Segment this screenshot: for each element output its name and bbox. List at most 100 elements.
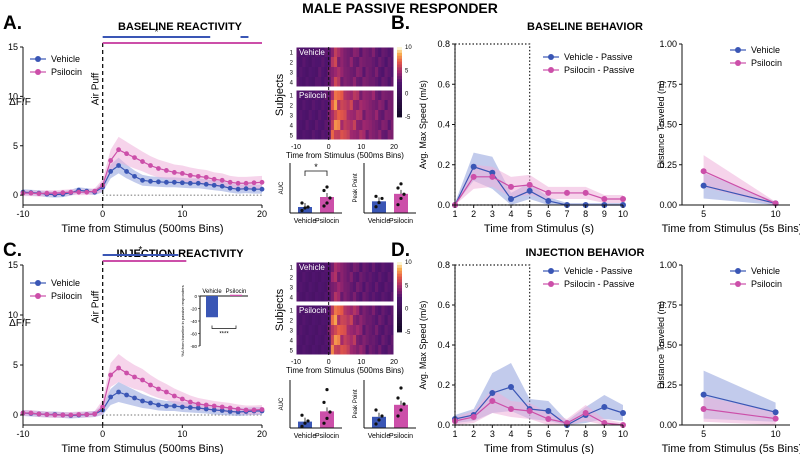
heat-cell-0-3-10 bbox=[327, 292, 332, 303]
bar-point-1-3 bbox=[322, 400, 326, 404]
colorbar-tick-label-3: -5 bbox=[405, 330, 411, 336]
heat-cell-1-1-26 bbox=[378, 100, 382, 111]
heat-cell-1-0-27 bbox=[381, 305, 385, 316]
data-point-1-14 bbox=[132, 374, 137, 380]
x-tick-label-1: 0 bbox=[100, 209, 105, 219]
legend-marker-1 bbox=[548, 281, 554, 287]
heat-cell-1-1-16 bbox=[346, 100, 351, 111]
heat-cell-1-3-2 bbox=[302, 120, 306, 131]
y-axis-label: ΔF/F bbox=[9, 318, 31, 329]
heat-cell-1-2-9 bbox=[324, 325, 329, 336]
heat-cell-0-0-27 bbox=[381, 262, 385, 273]
heat-y-axis-label: Subjects bbox=[274, 73, 286, 116]
heat-cell-1-4-12 bbox=[333, 130, 338, 141]
bar-vehicle bbox=[372, 201, 386, 213]
x-tick-label-0: 5 bbox=[701, 429, 706, 439]
data-point-1-21 bbox=[187, 399, 193, 405]
heat-cell-0-2-24 bbox=[371, 282, 376, 293]
legend-marker-1 bbox=[35, 293, 41, 299]
heat-cell-0-3-19 bbox=[356, 292, 360, 303]
heat-cell-0-0-23 bbox=[368, 47, 373, 58]
heat-cell-0-1-7 bbox=[318, 272, 322, 283]
data-point-1-9 bbox=[620, 195, 626, 202]
series-line-0 bbox=[703, 394, 776, 413]
heat-cell-1-4-6 bbox=[314, 345, 319, 356]
legend-label-1: Psilocin bbox=[51, 291, 82, 301]
heat-cell-0-2-0 bbox=[296, 282, 300, 293]
data-point-1-18 bbox=[164, 389, 169, 395]
heat-cell-1-2-22 bbox=[365, 325, 370, 336]
heat-cell-0-2-6 bbox=[314, 282, 319, 293]
heat-cell-0-3-21 bbox=[362, 292, 366, 303]
heat-cell-0-1-8 bbox=[321, 57, 325, 68]
heat-cell-0-3-6 bbox=[314, 77, 319, 88]
data-point-1-3 bbox=[508, 406, 514, 412]
y-tick-label-3: 0.6 bbox=[437, 79, 450, 89]
heat-cell-1-2-30 bbox=[390, 325, 395, 336]
data-point-0-5 bbox=[545, 408, 552, 414]
inset-category-label-1: Psilocin bbox=[226, 289, 247, 295]
heat-cell-1-2-13 bbox=[337, 110, 341, 121]
colorbar-tick-label-1: 5 bbox=[405, 283, 409, 289]
bar-point-0-1 bbox=[377, 200, 381, 205]
air-puff-label: Air Puff bbox=[91, 72, 102, 105]
heat-cell-0-0-4 bbox=[308, 262, 313, 273]
bar-point-0-3 bbox=[374, 194, 378, 198]
heat-cell-0-0-18 bbox=[352, 262, 357, 273]
data-point-1-22 bbox=[195, 401, 201, 407]
heat-cell-0-0-23 bbox=[368, 262, 373, 273]
heat-cell-0-0-29 bbox=[387, 262, 392, 273]
data-point-1-30 bbox=[259, 179, 265, 185]
heat-x-axis-label: Time from Stimulus (500ms Bins) bbox=[286, 366, 404, 375]
legend-label-0: Vehicle bbox=[51, 54, 80, 64]
heat-cell-1-0-0 bbox=[296, 90, 300, 101]
heat-cell-0-0-18 bbox=[352, 47, 357, 58]
heat-x-tick-label-1: 0 bbox=[327, 144, 331, 151]
heat-cell-0-3-18 bbox=[352, 77, 357, 88]
heat-cell-0-1-21 bbox=[362, 57, 366, 68]
heat-cell-1-1-5 bbox=[311, 315, 316, 326]
data-point-0-21 bbox=[187, 180, 193, 186]
heat-cell-0-0-0 bbox=[296, 262, 300, 273]
inset-category-label-0: Vehicle bbox=[202, 289, 222, 295]
heat-cell-0-3-4 bbox=[308, 292, 313, 303]
heat-cell-0-3-10 bbox=[327, 77, 332, 88]
y-tick-label-4: 0.8 bbox=[437, 39, 450, 49]
data-point-1-7 bbox=[582, 410, 589, 416]
heat-cell-0-2-19 bbox=[356, 67, 360, 78]
heat-cell-1-1-17 bbox=[349, 100, 354, 111]
heat-cell-1-2-6 bbox=[314, 325, 319, 336]
bar-point-1-0 bbox=[396, 203, 400, 207]
heat-cell-1-0-2 bbox=[302, 90, 306, 101]
significance-bracket bbox=[304, 170, 328, 176]
heat-cell-1-4-28 bbox=[384, 130, 389, 141]
heat-cell-1-1-9 bbox=[324, 315, 329, 326]
heat-cell-1-0-18 bbox=[352, 305, 357, 316]
data-point-1-2 bbox=[36, 191, 42, 197]
heat-cell-0-0-6 bbox=[314, 262, 319, 273]
heat-cell-0-0-24 bbox=[371, 47, 376, 58]
heat-cell-1-1-22 bbox=[365, 315, 370, 326]
heat-cell-1-1-5 bbox=[311, 100, 316, 111]
heat-cell-0-2-14 bbox=[340, 282, 344, 293]
data-point-1-7 bbox=[76, 189, 82, 195]
heat-cell-1-1-27 bbox=[381, 315, 385, 326]
bar-point-0-2 bbox=[380, 196, 384, 201]
legend-marker-0 bbox=[548, 268, 554, 274]
heat-cell-0-2-23 bbox=[368, 67, 373, 78]
heat-cell-1-4-2 bbox=[302, 345, 306, 356]
heat-cell-0-3-17 bbox=[349, 292, 354, 303]
x-tick-label-1: 2 bbox=[471, 209, 476, 219]
heat-cell-1-3-25 bbox=[375, 335, 379, 346]
x-axis-label: Time from Stimulus (500ms Bins) bbox=[61, 223, 223, 235]
heat-cell-1-1-12 bbox=[333, 100, 338, 111]
heat-row-label-1-4: 5 bbox=[290, 134, 294, 140]
heat-cell-0-2-0 bbox=[296, 67, 300, 78]
heat-cell-0-2-20 bbox=[359, 282, 363, 293]
heat-cell-1-3-25 bbox=[375, 120, 379, 131]
heat-cell-0-1-12 bbox=[333, 272, 338, 283]
data-point-0-30 bbox=[259, 186, 265, 192]
heat-cell-1-4-1 bbox=[299, 345, 303, 356]
series-band-1 bbox=[23, 354, 262, 418]
series-band-1 bbox=[703, 155, 776, 205]
